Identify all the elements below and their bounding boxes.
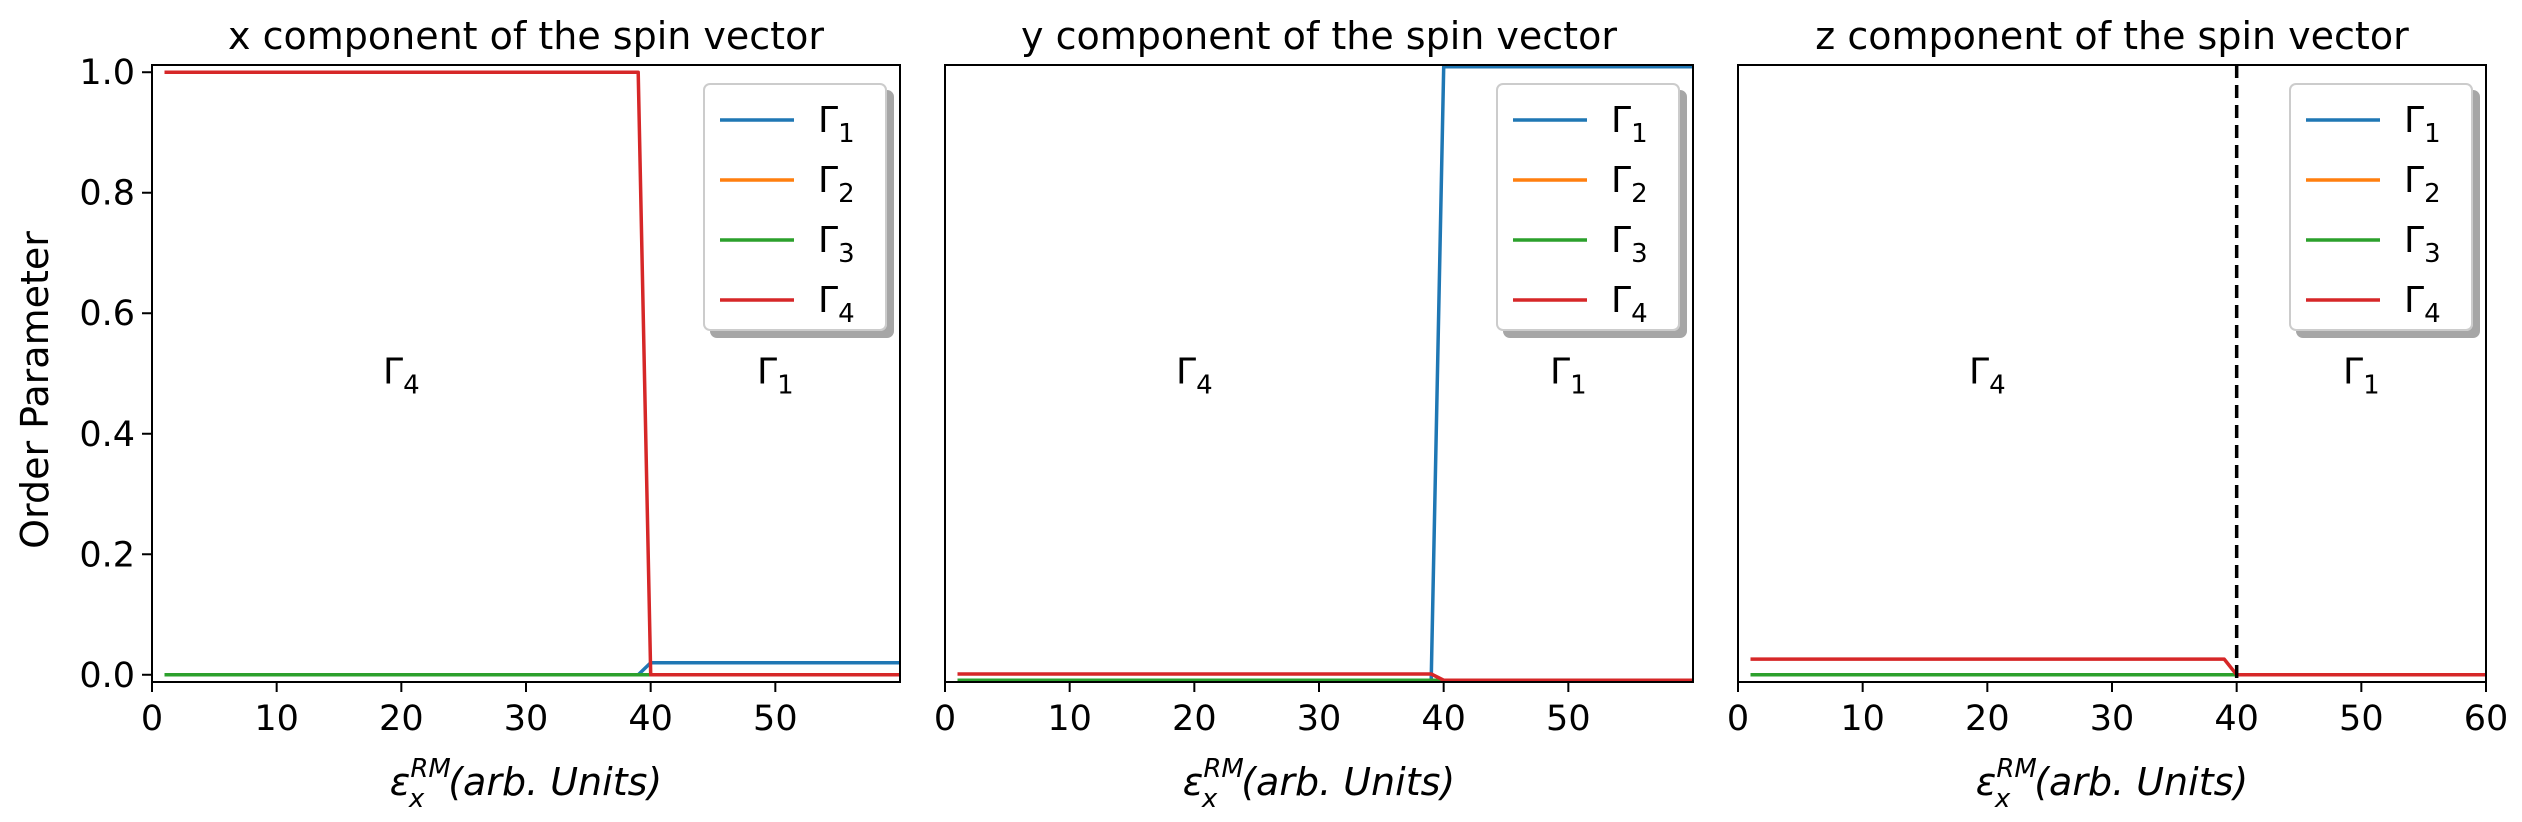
series-line-gamma-4 [957,672,1693,682]
legend-label-gamma-4: Γ4 [1611,280,1648,329]
legend-label-gamma-4: Γ4 [2404,280,2441,329]
x-axis-label: εRM x (arb. Units) [1183,754,1455,814]
x-tick-label: 30 [1297,699,1342,739]
x-tick-label: 20 [1172,699,1217,739]
x-tick-label: 50 [1546,699,1591,739]
x-tick-label: 0 [141,699,163,739]
legend-box [1496,83,1680,331]
region-label-gamma-1: Γ1 [757,352,794,401]
panel-title: z component of the spin vector [1815,14,2409,58]
y-tick-label: 0.0 [79,656,135,696]
y-tick-label: 0.4 [79,415,135,455]
legend-label-gamma-3: Γ3 [818,220,855,269]
x-tick-label: 0 [934,699,956,739]
legend: Γ1 Γ2 Γ3 Γ4 [2289,83,2473,331]
x-tick-label: 20 [379,699,424,739]
legend-label-gamma-2: Γ2 [2404,160,2441,209]
y-tick-label: 0.2 [79,535,135,575]
region-label-gamma-4: Γ4 [1969,352,2006,401]
series-line-gamma-4 [164,70,900,677]
x-tick-label: 40 [628,699,673,739]
region-label-gamma-1: Γ1 [1550,352,1587,401]
region-label-gamma-4: Γ4 [383,352,420,401]
y-tick-label: 1.0 [79,53,135,93]
y-tick-label: 0.6 [79,294,135,334]
x-tick-label: 40 [1421,699,1466,739]
region-label-gamma-4: Γ4 [1176,352,1213,401]
x-tick-label: 50 [753,699,798,739]
panel-title: y component of the spin vector [1021,14,1617,58]
x-tick-label: 0 [1727,699,1749,739]
legend-label-gamma-1: Γ1 [818,100,855,149]
x-axis-label: εRM x (arb. Units) [390,754,662,814]
x-tick-label: 10 [1047,699,1092,739]
panel-1: x component of the spin vector 0 10 20 30 40 5… [79,14,901,814]
x-tick-label: 20 [1965,699,2010,739]
y-tick-label: 0.8 [79,174,135,214]
x-tick-label: 10 [254,699,299,739]
series-line-gamma-4 [1750,657,2486,677]
panel-3: z component of the spin vector 0 10 20 30 40 5… [1727,14,2508,814]
panel-2: y component of the spin vector 0 10 20 30 40 5… [934,14,1694,814]
x-axis-label: εRM x (arb. Units) [1976,754,2248,814]
x-tick-label: 40 [2214,699,2259,739]
legend: Γ1 Γ2 Γ3 Γ4 [703,83,887,331]
legend-label-gamma-4: Γ4 [818,280,855,329]
legend-box [703,83,887,331]
legend-label-gamma-2: Γ2 [1611,160,1648,209]
x-tick-label: 60 [2464,699,2509,739]
x-tick-label: 10 [1840,699,1885,739]
y-axis-label: Order Parameter [13,231,57,549]
legend-label-gamma-3: Γ3 [2404,220,2441,269]
x-tick-label: 50 [2339,699,2384,739]
legend-label-gamma-2: Γ2 [818,160,855,209]
legend-label-gamma-1: Γ1 [1611,100,1648,149]
region-label-gamma-1: Γ1 [2343,352,2380,401]
legend-box [2289,83,2473,331]
legend-label-gamma-3: Γ3 [1611,220,1648,269]
x-tick-label: 30 [2090,699,2135,739]
panel-title: x component of the spin vector [228,14,824,58]
legend: Γ1 Γ2 Γ3 Γ4 [1496,83,1680,331]
legend-label-gamma-1: Γ1 [2404,100,2441,149]
series-line-gamma-1 [164,660,900,677]
x-tick-label: 30 [504,699,549,739]
